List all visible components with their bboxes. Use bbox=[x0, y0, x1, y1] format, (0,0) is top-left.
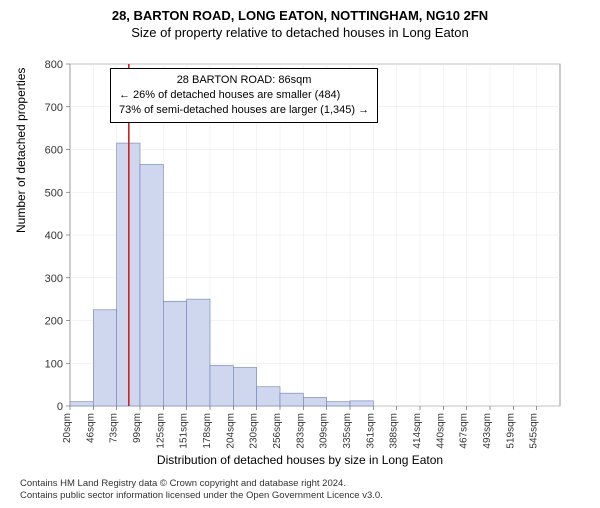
svg-text:230sqm: 230sqm bbox=[249, 413, 260, 449]
svg-text:519sqm: 519sqm bbox=[505, 413, 516, 449]
svg-text:309sqm: 309sqm bbox=[319, 413, 330, 449]
attribution-text: Contains HM Land Registry data © Crown c… bbox=[20, 478, 383, 502]
chart-title-main: 28, BARTON ROAD, LONG EATON, NOTTINGHAM,… bbox=[0, 8, 600, 23]
chart-title-sub: Size of property relative to detached ho… bbox=[0, 25, 600, 40]
svg-text:178sqm: 178sqm bbox=[202, 413, 213, 449]
svg-text:800: 800 bbox=[45, 59, 63, 71]
svg-text:493sqm: 493sqm bbox=[482, 413, 493, 449]
annotation-line-3: 73% of semi-detached houses are larger (… bbox=[119, 103, 369, 118]
annotation-line-2: ← 26% of detached houses are smaller (48… bbox=[119, 88, 369, 103]
svg-text:283sqm: 283sqm bbox=[295, 413, 306, 449]
svg-text:46sqm: 46sqm bbox=[85, 413, 96, 443]
attribution-line-1: Contains HM Land Registry data © Crown c… bbox=[20, 478, 383, 490]
x-axis-label: Distribution of detached houses by size … bbox=[0, 453, 600, 467]
svg-text:414sqm: 414sqm bbox=[412, 413, 423, 449]
annotation-line-1: 28 BARTON ROAD: 86sqm bbox=[119, 73, 369, 88]
svg-text:500: 500 bbox=[45, 187, 63, 199]
svg-text:400: 400 bbox=[45, 230, 63, 242]
svg-text:200: 200 bbox=[45, 316, 63, 328]
svg-text:440sqm: 440sqm bbox=[435, 413, 446, 449]
y-axis-label: Number of detached properties bbox=[14, 68, 28, 233]
svg-text:388sqm: 388sqm bbox=[389, 413, 400, 449]
svg-text:204sqm: 204sqm bbox=[225, 413, 236, 449]
svg-text:335sqm: 335sqm bbox=[342, 413, 353, 449]
svg-text:0: 0 bbox=[57, 401, 63, 413]
svg-text:20sqm: 20sqm bbox=[62, 413, 73, 443]
svg-text:100: 100 bbox=[45, 358, 63, 370]
svg-text:151sqm: 151sqm bbox=[179, 413, 190, 449]
svg-text:125sqm: 125sqm bbox=[155, 413, 166, 449]
svg-text:300: 300 bbox=[45, 273, 63, 285]
svg-text:700: 700 bbox=[45, 102, 63, 114]
svg-text:600: 600 bbox=[45, 145, 63, 157]
attribution-line-2: Contains public sector information licen… bbox=[20, 490, 383, 502]
svg-text:256sqm: 256sqm bbox=[272, 413, 283, 449]
svg-text:73sqm: 73sqm bbox=[109, 413, 120, 443]
annotation-box: 28 BARTON ROAD: 86sqm ← 26% of detached … bbox=[110, 68, 378, 123]
svg-text:361sqm: 361sqm bbox=[365, 413, 376, 449]
svg-text:467sqm: 467sqm bbox=[459, 413, 470, 449]
svg-text:99sqm: 99sqm bbox=[132, 413, 143, 443]
svg-text:545sqm: 545sqm bbox=[529, 413, 540, 449]
